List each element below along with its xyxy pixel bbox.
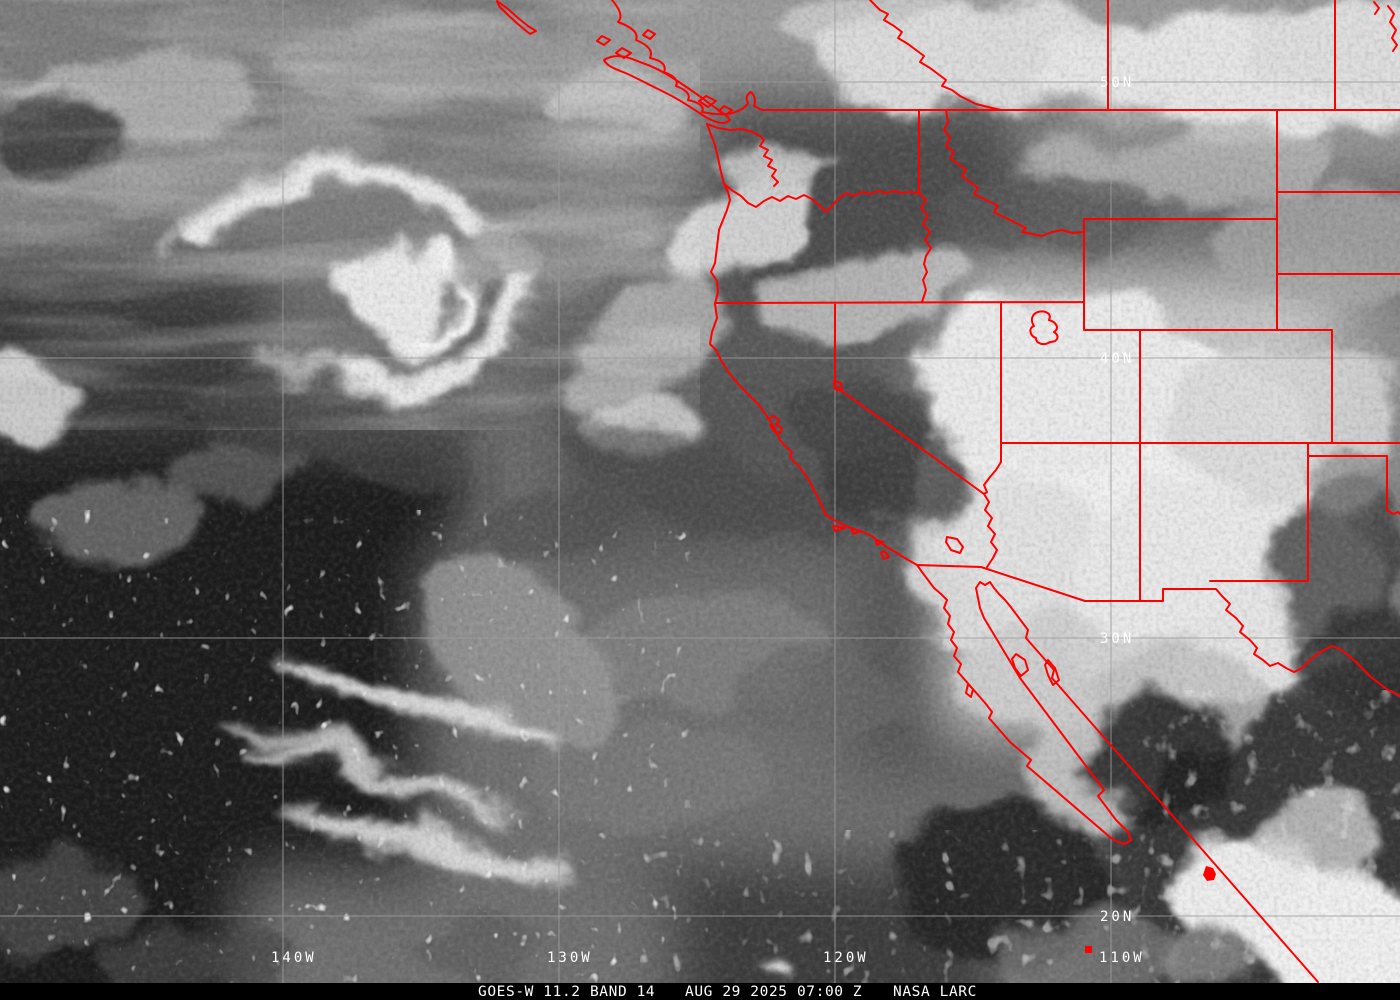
lon-label-130w: 130W [547,950,593,966]
lat-label-40n: 40N [1100,351,1134,367]
lon-label-140w: 140W [271,950,317,966]
lat-label-20n: 20N [1100,909,1134,925]
graticule-labels: 50N 40N 30N 20N 140W 130W 120W 110W [271,75,1145,966]
caption-timestamp: AUG 29 2025 07:00 Z [685,984,862,1000]
map-overlay [496,0,1400,983]
state-borders [714,109,1400,602]
manitoba-lakes [1373,1,1398,52]
caption-bar: GOES-W 11.2 BAND 14 AUG 29 2025 07:00 Z … [0,983,1400,1000]
caption-product: GOES-W 11.2 BAND 14 [478,984,655,1000]
lon-label-110w: 110W [1099,950,1145,966]
caption-credit: NASA LARC [893,984,977,1000]
lat-label-30n: 30N [1100,631,1134,647]
caption-bar-background [0,983,1400,1000]
hotspot-square-marker [1085,946,1092,953]
canada-borders [869,0,1336,111]
international-borders [761,109,1400,697]
lon-label-120w: 120W [823,950,869,966]
lake-outlines [833,310,1059,392]
lat-label-50n: 50N [1100,75,1134,91]
coastline [496,0,1319,983]
hotspot-blob-marker [1203,866,1216,881]
